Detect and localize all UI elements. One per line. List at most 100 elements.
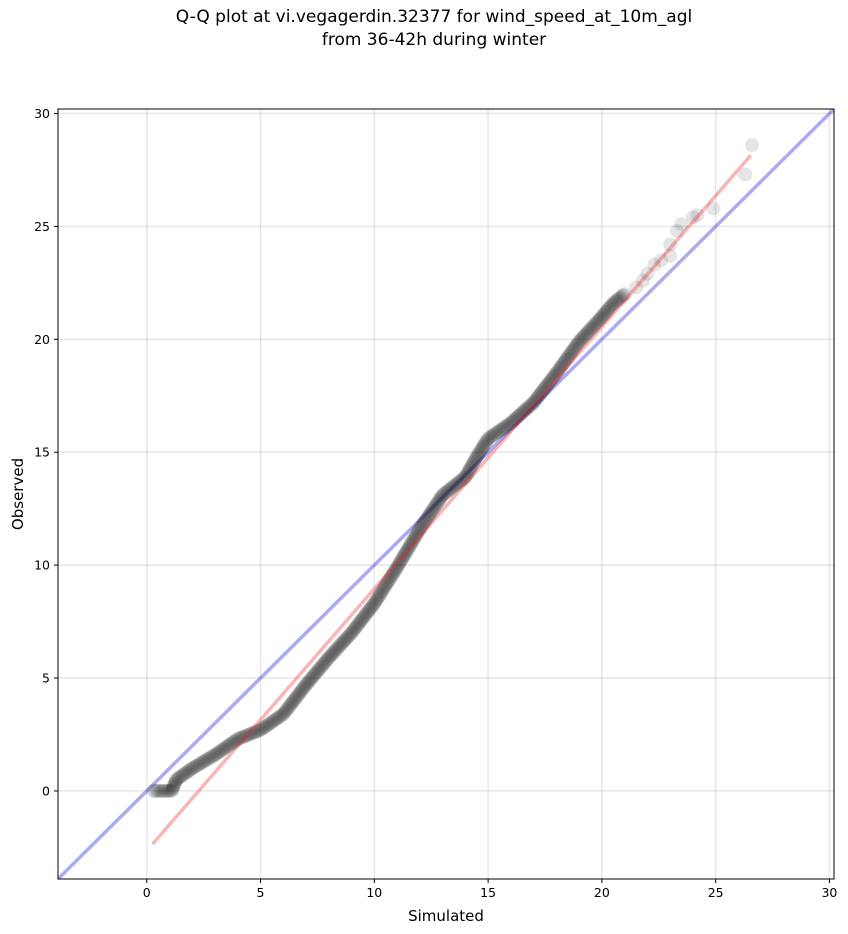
data-point bbox=[304, 671, 319, 686]
data-point bbox=[181, 764, 196, 779]
data-point bbox=[607, 295, 622, 310]
data-point bbox=[606, 296, 621, 311]
data-point bbox=[289, 690, 304, 705]
data-point bbox=[305, 670, 320, 685]
data-point bbox=[213, 744, 228, 759]
data-point bbox=[334, 636, 349, 651]
data-point bbox=[477, 437, 492, 452]
data-point bbox=[399, 543, 414, 558]
data-point bbox=[317, 655, 332, 670]
data-point bbox=[444, 481, 459, 496]
data-point bbox=[153, 783, 168, 798]
data-point bbox=[278, 704, 293, 719]
data-point bbox=[214, 743, 229, 758]
data-point bbox=[533, 386, 548, 401]
data-point bbox=[479, 434, 494, 449]
data-point bbox=[449, 477, 464, 492]
data-point bbox=[551, 363, 566, 378]
data-point bbox=[531, 389, 546, 404]
data-point bbox=[253, 722, 268, 737]
data-point bbox=[295, 682, 310, 697]
data-point bbox=[151, 783, 166, 798]
data-point bbox=[534, 385, 549, 400]
y-tick-label: 15 bbox=[34, 445, 50, 460]
data-point bbox=[310, 664, 325, 679]
data-point bbox=[461, 464, 476, 479]
y-tick-label: 30 bbox=[34, 106, 50, 121]
data-point bbox=[390, 560, 405, 575]
x-tick-label: 5 bbox=[257, 885, 265, 900]
data-point bbox=[308, 666, 323, 681]
y-tick-label: 25 bbox=[34, 219, 50, 234]
data-point bbox=[546, 370, 561, 385]
data-point bbox=[200, 752, 215, 767]
data-point bbox=[346, 623, 361, 638]
plot-frame bbox=[57, 108, 835, 880]
data-point bbox=[352, 615, 367, 630]
data-point bbox=[585, 320, 600, 335]
data-point bbox=[481, 431, 496, 446]
data-point bbox=[301, 675, 316, 690]
data-point bbox=[362, 602, 377, 617]
data-point bbox=[160, 783, 175, 798]
data-point bbox=[460, 465, 475, 480]
data-point bbox=[371, 589, 386, 604]
x-tick-label: 30 bbox=[821, 885, 837, 900]
data-point bbox=[590, 314, 605, 329]
data-point bbox=[297, 680, 312, 695]
data-point bbox=[485, 428, 500, 443]
data-point bbox=[599, 304, 614, 319]
data-point bbox=[380, 575, 395, 590]
data-point bbox=[402, 539, 417, 554]
data-point bbox=[405, 534, 420, 549]
y-tick-label: 5 bbox=[42, 671, 50, 686]
data-point bbox=[601, 302, 616, 317]
data-point bbox=[589, 315, 604, 330]
data-point bbox=[462, 462, 477, 477]
data-point bbox=[393, 554, 408, 569]
data-point bbox=[588, 316, 603, 331]
data-point bbox=[177, 767, 192, 781]
data-point bbox=[506, 413, 521, 428]
data-point bbox=[320, 651, 335, 666]
data-point bbox=[525, 396, 540, 411]
data-point bbox=[378, 578, 393, 593]
data-point bbox=[517, 404, 532, 419]
x-axis: 0 5 10 15 20 25 30 bbox=[143, 879, 837, 900]
data-point bbox=[605, 297, 620, 312]
data-point bbox=[446, 479, 461, 494]
data-point bbox=[441, 483, 456, 498]
data-point bbox=[185, 761, 200, 776]
data-point bbox=[217, 741, 232, 756]
data-point bbox=[221, 738, 236, 753]
data-point bbox=[280, 702, 295, 717]
data-point bbox=[175, 767, 190, 782]
data-point bbox=[544, 372, 559, 387]
data-point bbox=[435, 488, 450, 503]
data-point bbox=[406, 532, 421, 547]
data-point bbox=[321, 650, 336, 665]
data-point bbox=[226, 734, 241, 749]
data-point bbox=[377, 579, 392, 594]
data-point bbox=[396, 549, 411, 564]
data-point bbox=[424, 504, 439, 519]
data-point bbox=[323, 648, 338, 663]
data-point bbox=[439, 485, 454, 500]
data-point bbox=[586, 319, 601, 334]
data-point bbox=[206, 748, 221, 763]
data-point bbox=[322, 649, 337, 664]
data-point bbox=[383, 571, 398, 586]
data-point bbox=[339, 631, 354, 646]
data-point bbox=[421, 508, 436, 523]
data-point bbox=[192, 757, 207, 772]
data-point bbox=[366, 597, 381, 612]
data-point bbox=[558, 353, 573, 368]
data-point bbox=[452, 475, 467, 490]
data-point bbox=[508, 411, 523, 426]
data-point bbox=[593, 310, 608, 325]
data-point bbox=[475, 440, 490, 455]
data-point bbox=[503, 415, 518, 430]
data-point bbox=[617, 287, 632, 302]
data-point bbox=[347, 622, 362, 637]
data-point bbox=[268, 712, 283, 727]
